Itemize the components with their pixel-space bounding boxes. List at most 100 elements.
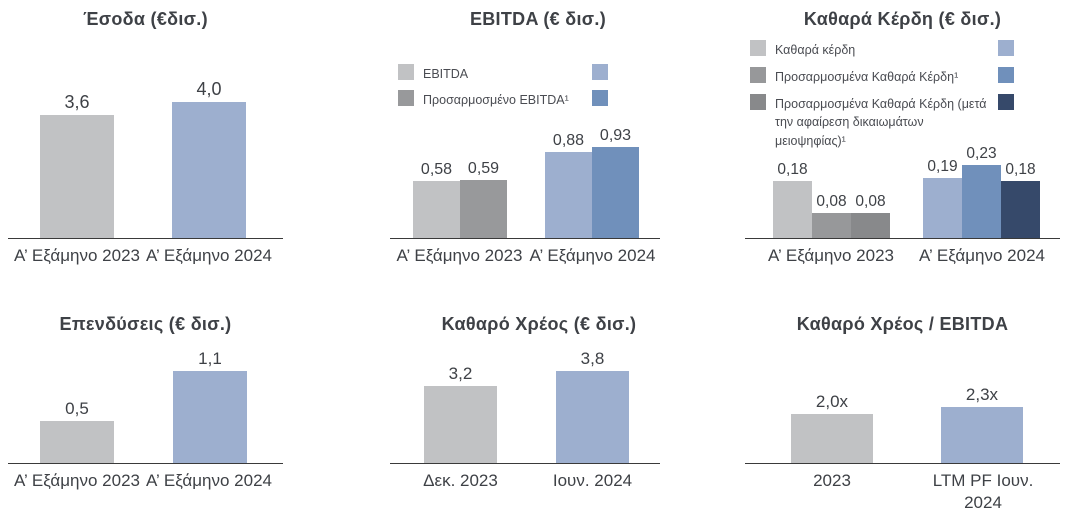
category-label: 2023 xyxy=(813,471,851,490)
legend-swatch-blue xyxy=(592,64,608,80)
bar-column: 0,08 xyxy=(812,193,851,238)
bar-group: 0,58 0,59 xyxy=(413,160,507,238)
bar-column: 4,0 xyxy=(172,79,246,238)
bar-column: 1,1 xyxy=(173,349,247,463)
bar-column: 0,08 xyxy=(851,193,890,238)
category-label: Α’ Εξάμηνο 2024 xyxy=(145,246,272,265)
bar xyxy=(851,213,890,238)
bar-group: 0,5 xyxy=(40,399,114,463)
plot-area: 3,6 4,0 xyxy=(8,78,283,239)
value-label: 0,18 xyxy=(1005,161,1036,178)
bar xyxy=(1001,181,1040,238)
bar xyxy=(812,213,851,238)
bar xyxy=(556,371,629,463)
bar-group: 3,8 xyxy=(556,349,629,463)
bar xyxy=(773,181,812,238)
bar xyxy=(791,414,873,463)
legend: Καθαρά κέρδη Προσαρμοσμένα Καθαρά Κέρδη¹ Π… xyxy=(750,40,1014,150)
plot-area: 0,18 0,08 0,08 0,19 0,23 0,18 xyxy=(745,143,1060,239)
bar-group: 2,0x xyxy=(791,392,873,463)
value-label: 2,3x xyxy=(965,385,999,404)
bar-column: 3,6 xyxy=(40,92,114,238)
bar xyxy=(40,421,114,463)
value-label: 3,6 xyxy=(64,92,90,112)
bar-group: 0,88 0,93 xyxy=(545,127,639,238)
bar xyxy=(40,115,114,238)
chart-revenue: Έσοδα (€δισ.) 3,6 4,0 Α’ Εξάμηνο 2023 Α’ Ε… xyxy=(8,5,283,305)
legend-label: Προσαρμοσμένα Καθαρά Κέρδη (μετά την αφα… xyxy=(775,97,987,148)
value-label: 3,2 xyxy=(448,364,473,383)
legend-swatch-gray xyxy=(750,40,766,56)
legend-swatch-blue xyxy=(998,40,1014,56)
bar-column: 0,18 xyxy=(1001,161,1040,238)
value-label: 0,58 xyxy=(420,161,453,178)
category-label: Α’ Εξάμηνο 2023 xyxy=(767,246,894,265)
bar-group: 0,18 0,08 0,08 xyxy=(773,161,890,238)
bar xyxy=(592,147,639,238)
bar xyxy=(941,407,1023,463)
chart-ebitda: EBITDA (€ δισ.) EBITDA Προσαρμοσμένο EBIT… xyxy=(390,5,660,305)
bar-column: 0,5 xyxy=(40,399,114,463)
legend-swatch-gray xyxy=(750,94,766,111)
category-label: Α’ Εξάμηνο 2024 xyxy=(145,471,272,490)
bar xyxy=(962,165,1001,238)
legend: EBITDA Προσαρμοσμένο EBITDA¹ xyxy=(398,64,608,109)
legend-swatch-blue xyxy=(998,67,1014,84)
bar-column: 0,19 xyxy=(923,158,962,238)
legend-label: EBITDA xyxy=(423,67,469,81)
category-label: Δεκ. 2023 xyxy=(423,471,498,490)
legend-label: Καθαρά κέρδη xyxy=(775,43,856,57)
bar-column: 0,58 xyxy=(413,161,460,238)
bar-group: 3,2 xyxy=(424,364,497,463)
chart-title: Έσοδα (€δισ.) xyxy=(83,9,208,29)
bar xyxy=(923,178,962,238)
bar-column: 0,18 xyxy=(773,161,812,238)
value-label: 0,93 xyxy=(599,127,632,144)
value-label: 0,19 xyxy=(927,158,958,175)
chart-title: Επενδύσεις (€ δισ.) xyxy=(59,314,232,334)
bar-group: 4,0 xyxy=(172,79,246,238)
value-label: 1,1 xyxy=(198,349,222,368)
legend-swatch-gray xyxy=(398,64,414,80)
value-label: 3,8 xyxy=(580,349,605,368)
value-label: 0,08 xyxy=(816,193,847,210)
chart-title: Καθαρό Χρέος / EBITDA xyxy=(796,314,1009,334)
legend-label: Προσαρμοσμένο EBITDA¹ xyxy=(423,93,569,108)
chart-net-debt-to-ebitda: Καθαρό Χρέος / EBITDA 2,0x 2,3x 2023 LTM P… xyxy=(745,310,1060,525)
legend-swatch-gray xyxy=(398,90,414,107)
category-label: LTM PF Ιουν. 2024 xyxy=(932,471,1034,513)
legend-label: Προσαρμοσμένα Καθαρά Κέρδη¹ xyxy=(775,70,959,85)
bar-column: 2,0x xyxy=(791,392,873,463)
plot-area: 0,5 1,1 xyxy=(8,348,283,464)
category-label: Α’ Εξάμηνο 2023 xyxy=(396,246,523,265)
value-label: 0,5 xyxy=(65,399,89,418)
bar-column: 3,8 xyxy=(556,349,629,463)
bar-column: 0,93 xyxy=(592,127,639,238)
legend-swatch-blue xyxy=(592,90,608,107)
category-label: Α’ Εξάμηνο 2023 xyxy=(13,471,140,490)
bar xyxy=(545,152,592,238)
legend-swatch-blue xyxy=(998,94,1014,111)
bar-group: 3,6 xyxy=(40,92,114,238)
bar-group: 0,19 0,23 0,18 xyxy=(923,145,1040,238)
category-label: Α’ Εξάμηνο 2024 xyxy=(918,246,1045,265)
chart-title: Καθαρό Χρέος (€ δισ.) xyxy=(441,314,637,334)
chart-title: Καθαρά Κέρδη (€ δισ.) xyxy=(803,9,1002,29)
chart-net-profit: Καθαρά Κέρδη (€ δισ.) Καθαρά κέρδη Προσαρ… xyxy=(745,5,1060,305)
bar-group: 1,1 xyxy=(173,349,247,463)
plot-area: 3,2 3,8 xyxy=(390,348,660,464)
bar xyxy=(424,386,497,463)
value-label: 2,0x xyxy=(815,392,849,411)
bar xyxy=(172,102,246,238)
category-label: Α’ Εξάμηνο 2024 xyxy=(529,246,656,265)
bar xyxy=(413,181,460,238)
bar-column: 3,2 xyxy=(424,364,497,463)
value-label: 0,59 xyxy=(467,160,500,177)
bar-column: 0,59 xyxy=(460,160,507,238)
plot-area: 2,0x 2,3x xyxy=(745,383,1060,464)
bar-column: 2,3x xyxy=(941,385,1023,463)
legend-swatch-gray xyxy=(750,67,766,84)
value-label: 0,88 xyxy=(552,132,585,149)
bar-column: 0,23 xyxy=(962,145,1001,238)
